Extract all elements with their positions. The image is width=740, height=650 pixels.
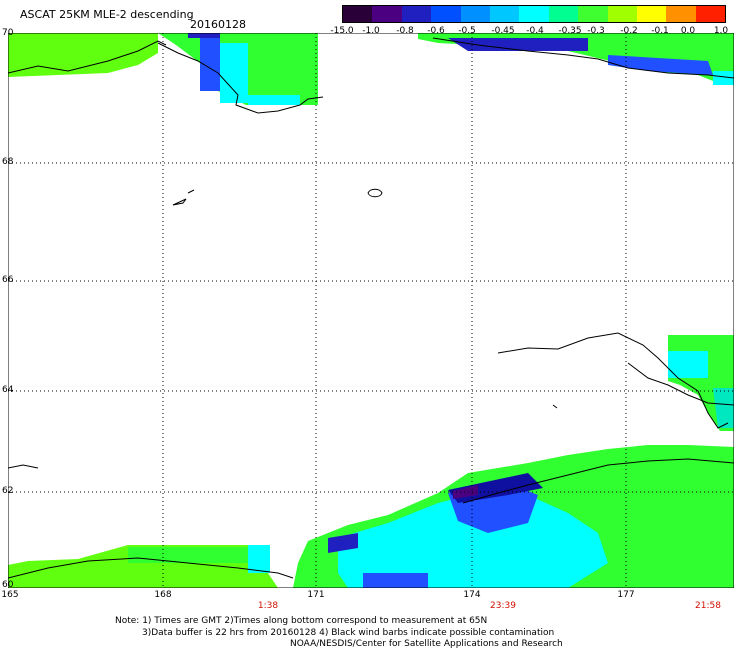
color-swatch-6 (519, 6, 549, 22)
coastline-chukotka (8, 40, 167, 74)
island-tiny-1 (172, 198, 187, 206)
color-tick: -0.2 (620, 26, 638, 36)
lon-label: 168 (154, 590, 172, 600)
pass-time: 21:58 (695, 601, 721, 611)
color-swatch-5 (489, 6, 520, 22)
color-swatch-0 (343, 6, 373, 22)
swath-ne-blue2 (608, 55, 713, 75)
swath-ne-cyan (713, 71, 734, 85)
lat-label: 60 (2, 580, 14, 590)
map-panel (8, 33, 734, 588)
color-swatch-9 (607, 6, 637, 22)
lon-label: 171 (307, 590, 325, 600)
pass-time: 1:38 (257, 601, 279, 611)
color-tick: -0.4 (526, 26, 544, 36)
color-scale-bar (342, 5, 726, 23)
color-swatch-10 (636, 6, 667, 22)
color-tick: -0.35 (558, 26, 582, 36)
lat-label: 68 (2, 157, 14, 167)
color-tick: 1.0 (713, 26, 729, 36)
lat-label: 66 (2, 275, 14, 285)
lat-label: 62 (2, 486, 14, 496)
scatterometer-data (8, 33, 734, 588)
coastlines (8, 37, 734, 579)
color-swatch-8 (578, 6, 608, 22)
coastline-alaska-north (432, 37, 734, 79)
lon-label: 177 (617, 590, 635, 600)
island-tiny-2 (187, 189, 195, 194)
swath-east-blue (713, 388, 734, 428)
color-tick: -0.5 (458, 26, 476, 36)
note-line-2: 3)Data buffer is 22 hrs from 20160128 4)… (142, 628, 555, 638)
map-title: ASCAT 25KM MLE-2 descending (20, 8, 194, 21)
island-tiny-3 (552, 404, 558, 409)
swath-ne-blue (448, 38, 588, 51)
color-swatch-11 (666, 6, 696, 22)
color-tick: -0.8 (396, 26, 414, 36)
swath-nw (8, 33, 158, 77)
color-scale-ticks: -15.0 -1.0 -0.8 -0.6 -0.5 -0.45 -0.4 -0.… (330, 26, 734, 38)
swath-se-cyan (338, 493, 608, 588)
color-swatch-4 (460, 6, 490, 22)
color-tick: -0.1 (651, 26, 669, 36)
color-swatch-2 (401, 6, 432, 22)
swath-sw-cyan (248, 545, 270, 573)
color-swatch-1 (372, 6, 402, 22)
coastline-chukotka-east (157, 42, 324, 114)
coastline-seward (497, 332, 729, 429)
coastline-yukon-delta (462, 458, 734, 504)
coastline-stlawrence (8, 464, 39, 469)
swath-se-blue3 (363, 573, 428, 588)
lat-label: 70 (2, 28, 14, 38)
color-tick: -15.0 (330, 26, 354, 36)
island-small (367, 188, 383, 198)
note-line-3: NOAA/NESDIS/Center for Satellite Applica… (290, 639, 563, 649)
color-tick: -1.0 (362, 26, 380, 36)
color-swatch-12 (695, 6, 726, 22)
pass-time: 23:39 (490, 601, 516, 611)
swath-se-violet (453, 485, 478, 499)
swath-east-cyan (668, 351, 708, 378)
swath-nw-navy (188, 33, 220, 38)
lon-label: 174 (463, 590, 481, 600)
note-line-1: Note: 1) Times are GMT 2)Times along bot… (115, 616, 488, 626)
color-tick: -0.6 (427, 26, 445, 36)
color-tick: -0.45 (491, 26, 515, 36)
swath-nw-cyan (220, 43, 248, 103)
swath-nw-cyan2 (248, 95, 300, 105)
lat-label: 64 (2, 385, 14, 395)
lon-label: 165 (1, 590, 19, 600)
color-swatch-7 (548, 6, 579, 22)
coastline-south (8, 557, 294, 579)
color-swatch-3 (431, 6, 461, 22)
coastline-seward-south (627, 362, 734, 406)
color-tick: -0.3 (587, 26, 605, 36)
swath-sw-green (128, 547, 258, 563)
map-date: 20160128 (190, 18, 246, 31)
swath-nw-blue (200, 35, 220, 91)
graticule (8, 33, 734, 588)
swath-se-blue2 (328, 533, 358, 553)
color-tick: 0.0 (680, 26, 696, 36)
